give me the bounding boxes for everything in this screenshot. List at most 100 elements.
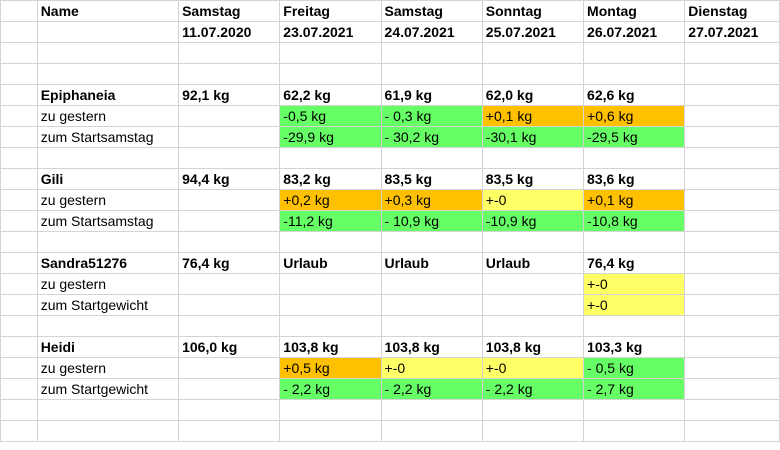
diff-cell[interactable] bbox=[684, 105, 780, 127]
row-label[interactable]: zum Startgewicht bbox=[36, 378, 180, 400]
cell[interactable] bbox=[178, 147, 281, 169]
weight-cell[interactable]: 83,2 kg bbox=[279, 168, 382, 190]
date-header[interactable]: 23.07.2021 bbox=[279, 21, 382, 43]
cell[interactable] bbox=[178, 420, 281, 442]
diff-cell[interactable]: -30,1 kg bbox=[481, 126, 585, 148]
diff-cell[interactable]: - 0,5 kg bbox=[583, 357, 686, 379]
cell[interactable] bbox=[0, 147, 38, 169]
diff-cell[interactable] bbox=[684, 210, 780, 232]
cell[interactable] bbox=[0, 0, 38, 22]
cell[interactable] bbox=[279, 147, 382, 169]
cell[interactable] bbox=[684, 42, 780, 64]
diff-cell[interactable]: -0,5 kg bbox=[279, 105, 382, 127]
cell[interactable] bbox=[178, 231, 281, 253]
diff-cell[interactable] bbox=[481, 273, 585, 295]
diff-cell[interactable]: +0,1 kg bbox=[481, 105, 585, 127]
diff-cell[interactable] bbox=[279, 273, 382, 295]
weight-cell[interactable] bbox=[684, 336, 780, 358]
cell[interactable] bbox=[36, 315, 180, 337]
diff-cell[interactable] bbox=[684, 357, 780, 379]
cell[interactable] bbox=[36, 147, 180, 169]
cell[interactable] bbox=[36, 42, 180, 64]
date-header[interactable]: 24.07.2021 bbox=[380, 21, 483, 43]
diff-cell[interactable] bbox=[178, 378, 281, 400]
day-header[interactable]: Samstag bbox=[178, 0, 281, 22]
diff-cell[interactable]: +-0 bbox=[583, 294, 686, 316]
cell[interactable] bbox=[0, 315, 38, 337]
weight-cell[interactable]: 76,4 kg bbox=[583, 252, 686, 274]
date-header[interactable]: 25.07.2021 bbox=[481, 21, 585, 43]
cell[interactable] bbox=[481, 63, 585, 85]
diff-cell[interactable]: - 30,2 kg bbox=[380, 126, 483, 148]
weight-cell[interactable]: Urlaub bbox=[380, 252, 483, 274]
row-label[interactable]: zum Startsamstag bbox=[36, 210, 180, 232]
cell[interactable] bbox=[36, 21, 180, 43]
weight-cell[interactable] bbox=[684, 84, 780, 106]
cell[interactable] bbox=[380, 420, 483, 442]
person-name[interactable]: Sandra51276 bbox=[36, 252, 180, 274]
diff-cell[interactable] bbox=[380, 294, 483, 316]
diff-cell[interactable] bbox=[380, 273, 483, 295]
diff-cell[interactable]: -10,9 kg bbox=[481, 210, 585, 232]
weight-cell[interactable]: 83,6 kg bbox=[583, 168, 686, 190]
cell[interactable] bbox=[178, 315, 281, 337]
diff-cell[interactable] bbox=[684, 189, 780, 211]
cell[interactable] bbox=[0, 420, 38, 442]
cell[interactable] bbox=[380, 42, 483, 64]
diff-cell[interactable] bbox=[481, 294, 585, 316]
diff-cell[interactable] bbox=[684, 294, 780, 316]
cell[interactable] bbox=[380, 63, 483, 85]
weight-cell[interactable]: 83,5 kg bbox=[380, 168, 483, 190]
cell[interactable] bbox=[380, 147, 483, 169]
diff-cell[interactable]: - 2,2 kg bbox=[481, 378, 585, 400]
cell[interactable] bbox=[481, 420, 585, 442]
day-header[interactable]: Dienstag bbox=[684, 0, 780, 22]
diff-cell[interactable] bbox=[178, 105, 281, 127]
diff-cell[interactable] bbox=[178, 294, 281, 316]
cell[interactable] bbox=[380, 231, 483, 253]
diff-cell[interactable]: +0,5 kg bbox=[279, 357, 382, 379]
cell[interactable] bbox=[481, 231, 585, 253]
cell[interactable] bbox=[0, 378, 38, 400]
row-label[interactable]: zu gestern bbox=[36, 273, 180, 295]
weight-cell[interactable]: 61,9 kg bbox=[380, 84, 483, 106]
cell[interactable] bbox=[0, 42, 38, 64]
cell[interactable] bbox=[36, 399, 180, 421]
weight-cell[interactable]: 103,8 kg bbox=[380, 336, 483, 358]
weight-cell[interactable]: 76,4 kg bbox=[178, 252, 281, 274]
day-header[interactable]: Freitag bbox=[279, 0, 382, 22]
diff-cell[interactable]: - 2,2 kg bbox=[279, 378, 382, 400]
diff-cell[interactable]: +-0 bbox=[583, 273, 686, 295]
cell[interactable] bbox=[0, 273, 38, 295]
weight-cell[interactable]: 92,1 kg bbox=[178, 84, 281, 106]
cell[interactable] bbox=[583, 63, 686, 85]
cell[interactable] bbox=[481, 315, 585, 337]
day-header[interactable]: Sonntag bbox=[481, 0, 585, 22]
cell[interactable] bbox=[0, 357, 38, 379]
weight-cell[interactable]: Urlaub bbox=[481, 252, 585, 274]
cell[interactable] bbox=[178, 63, 281, 85]
person-name[interactable]: Gili bbox=[36, 168, 180, 190]
cell[interactable] bbox=[684, 63, 780, 85]
weight-cell[interactable]: 106,0 kg bbox=[178, 336, 281, 358]
cell[interactable] bbox=[279, 42, 382, 64]
weight-cell[interactable]: 103,8 kg bbox=[279, 336, 382, 358]
cell[interactable] bbox=[0, 84, 38, 106]
cell[interactable] bbox=[36, 231, 180, 253]
weight-cell[interactable]: 94,4 kg bbox=[178, 168, 281, 190]
cell[interactable] bbox=[0, 231, 38, 253]
cell[interactable] bbox=[481, 399, 585, 421]
diff-cell[interactable]: +-0 bbox=[380, 357, 483, 379]
diff-cell[interactable] bbox=[178, 126, 281, 148]
cell[interactable] bbox=[0, 189, 38, 211]
cell[interactable] bbox=[583, 147, 686, 169]
row-label[interactable]: zu gestern bbox=[36, 105, 180, 127]
weight-cell[interactable] bbox=[684, 252, 780, 274]
diff-cell[interactable]: - 0,3 kg bbox=[380, 105, 483, 127]
diff-cell[interactable]: +0,6 kg bbox=[583, 105, 686, 127]
cell[interactable] bbox=[583, 315, 686, 337]
weight-cell[interactable]: 62,0 kg bbox=[481, 84, 585, 106]
cell[interactable] bbox=[178, 42, 281, 64]
diff-cell[interactable] bbox=[279, 294, 382, 316]
diff-cell[interactable] bbox=[178, 357, 281, 379]
